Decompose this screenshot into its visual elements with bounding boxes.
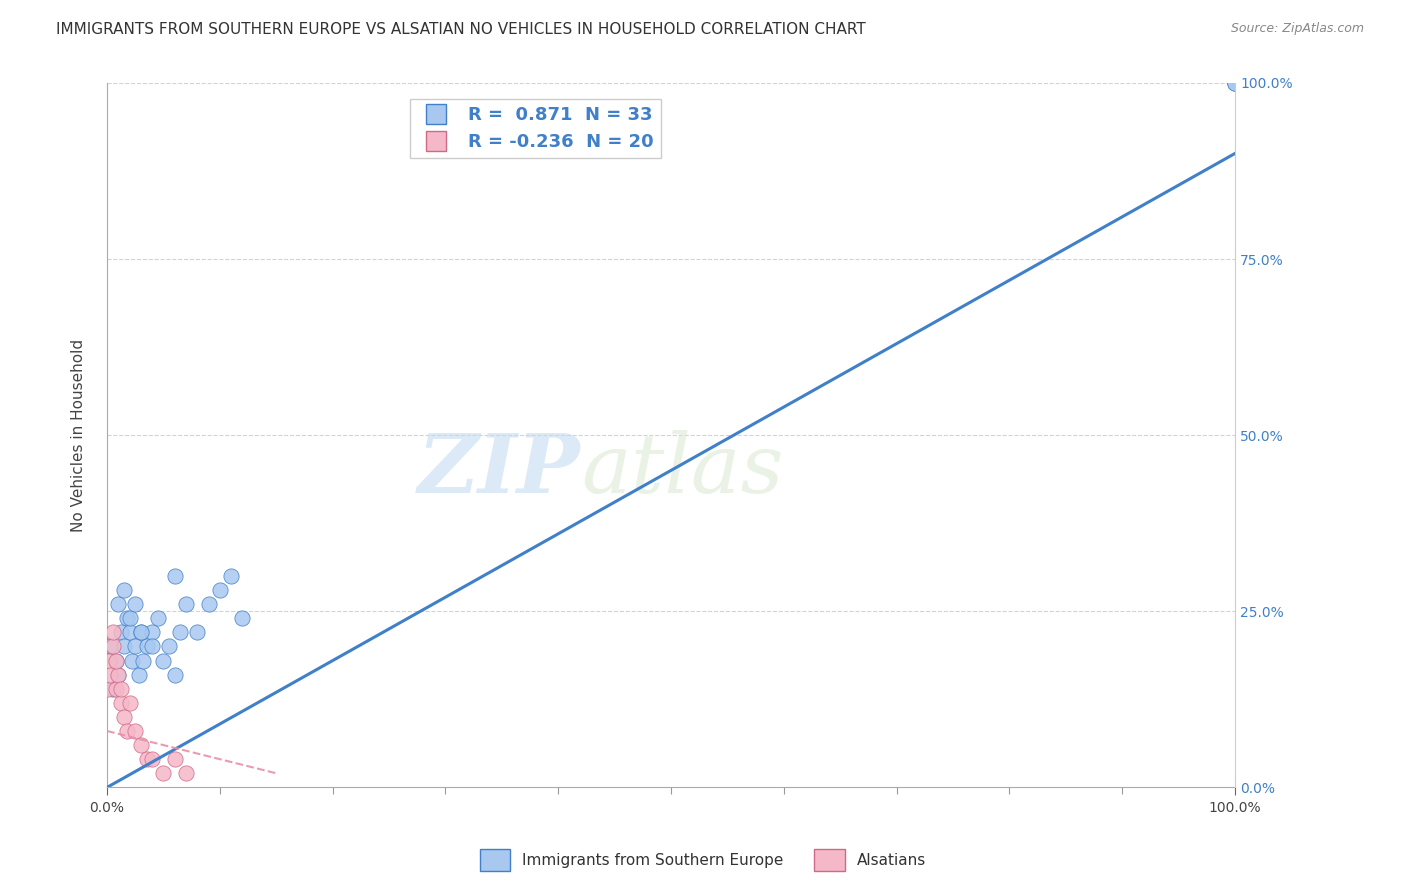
Text: IMMIGRANTS FROM SOUTHERN EUROPE VS ALSATIAN NO VEHICLES IN HOUSEHOLD CORRELATION: IMMIGRANTS FROM SOUTHERN EUROPE VS ALSAT… xyxy=(56,22,866,37)
Point xyxy=(163,667,186,681)
Point xyxy=(152,766,174,780)
Point xyxy=(107,667,129,681)
Point xyxy=(110,681,132,696)
Point xyxy=(112,583,135,598)
Point xyxy=(219,569,242,583)
Point xyxy=(208,583,231,598)
Point xyxy=(110,625,132,640)
Point xyxy=(117,724,139,739)
Point xyxy=(112,640,135,654)
Point xyxy=(129,625,152,640)
Point xyxy=(152,654,174,668)
Point xyxy=(169,625,191,640)
Point xyxy=(107,667,129,681)
Point xyxy=(118,611,141,625)
Point xyxy=(129,738,152,752)
Point xyxy=(135,640,157,654)
Point xyxy=(100,667,122,681)
Point xyxy=(105,681,128,696)
Point xyxy=(118,696,141,710)
Point xyxy=(112,710,135,724)
Text: Source: ZipAtlas.com: Source: ZipAtlas.com xyxy=(1230,22,1364,36)
Point xyxy=(97,681,120,696)
Point xyxy=(101,640,124,654)
Point xyxy=(107,597,129,611)
Point xyxy=(132,654,155,668)
Point xyxy=(146,611,169,625)
Point xyxy=(163,752,186,766)
Point xyxy=(174,766,197,780)
Point xyxy=(141,640,163,654)
Point xyxy=(101,681,124,696)
Point xyxy=(98,654,121,668)
Point xyxy=(118,625,141,640)
Point xyxy=(174,597,197,611)
Text: ZIP: ZIP xyxy=(418,430,581,510)
Point xyxy=(100,640,122,654)
Point xyxy=(197,597,219,611)
Point xyxy=(121,654,143,668)
Point xyxy=(117,611,139,625)
Point xyxy=(141,752,163,766)
Legend: Immigrants from Southern Europe, Alsatians: Immigrants from Southern Europe, Alsatia… xyxy=(474,843,932,877)
Point xyxy=(1223,76,1246,90)
Point xyxy=(231,611,253,625)
Text: atlas: atlas xyxy=(581,430,783,510)
Point xyxy=(157,640,180,654)
Point xyxy=(105,654,128,668)
Point xyxy=(105,654,128,668)
Point xyxy=(186,625,208,640)
Point xyxy=(124,597,146,611)
Point xyxy=(110,696,132,710)
Point xyxy=(163,569,186,583)
Point xyxy=(124,724,146,739)
Point xyxy=(101,625,124,640)
Y-axis label: No Vehicles in Household: No Vehicles in Household xyxy=(72,339,86,532)
Point xyxy=(129,625,152,640)
Point xyxy=(141,625,163,640)
Point xyxy=(128,667,150,681)
Legend: R =  0.871  N = 33, R = -0.236  N = 20: R = 0.871 N = 33, R = -0.236 N = 20 xyxy=(411,99,661,159)
Point xyxy=(135,752,157,766)
Point xyxy=(124,640,146,654)
